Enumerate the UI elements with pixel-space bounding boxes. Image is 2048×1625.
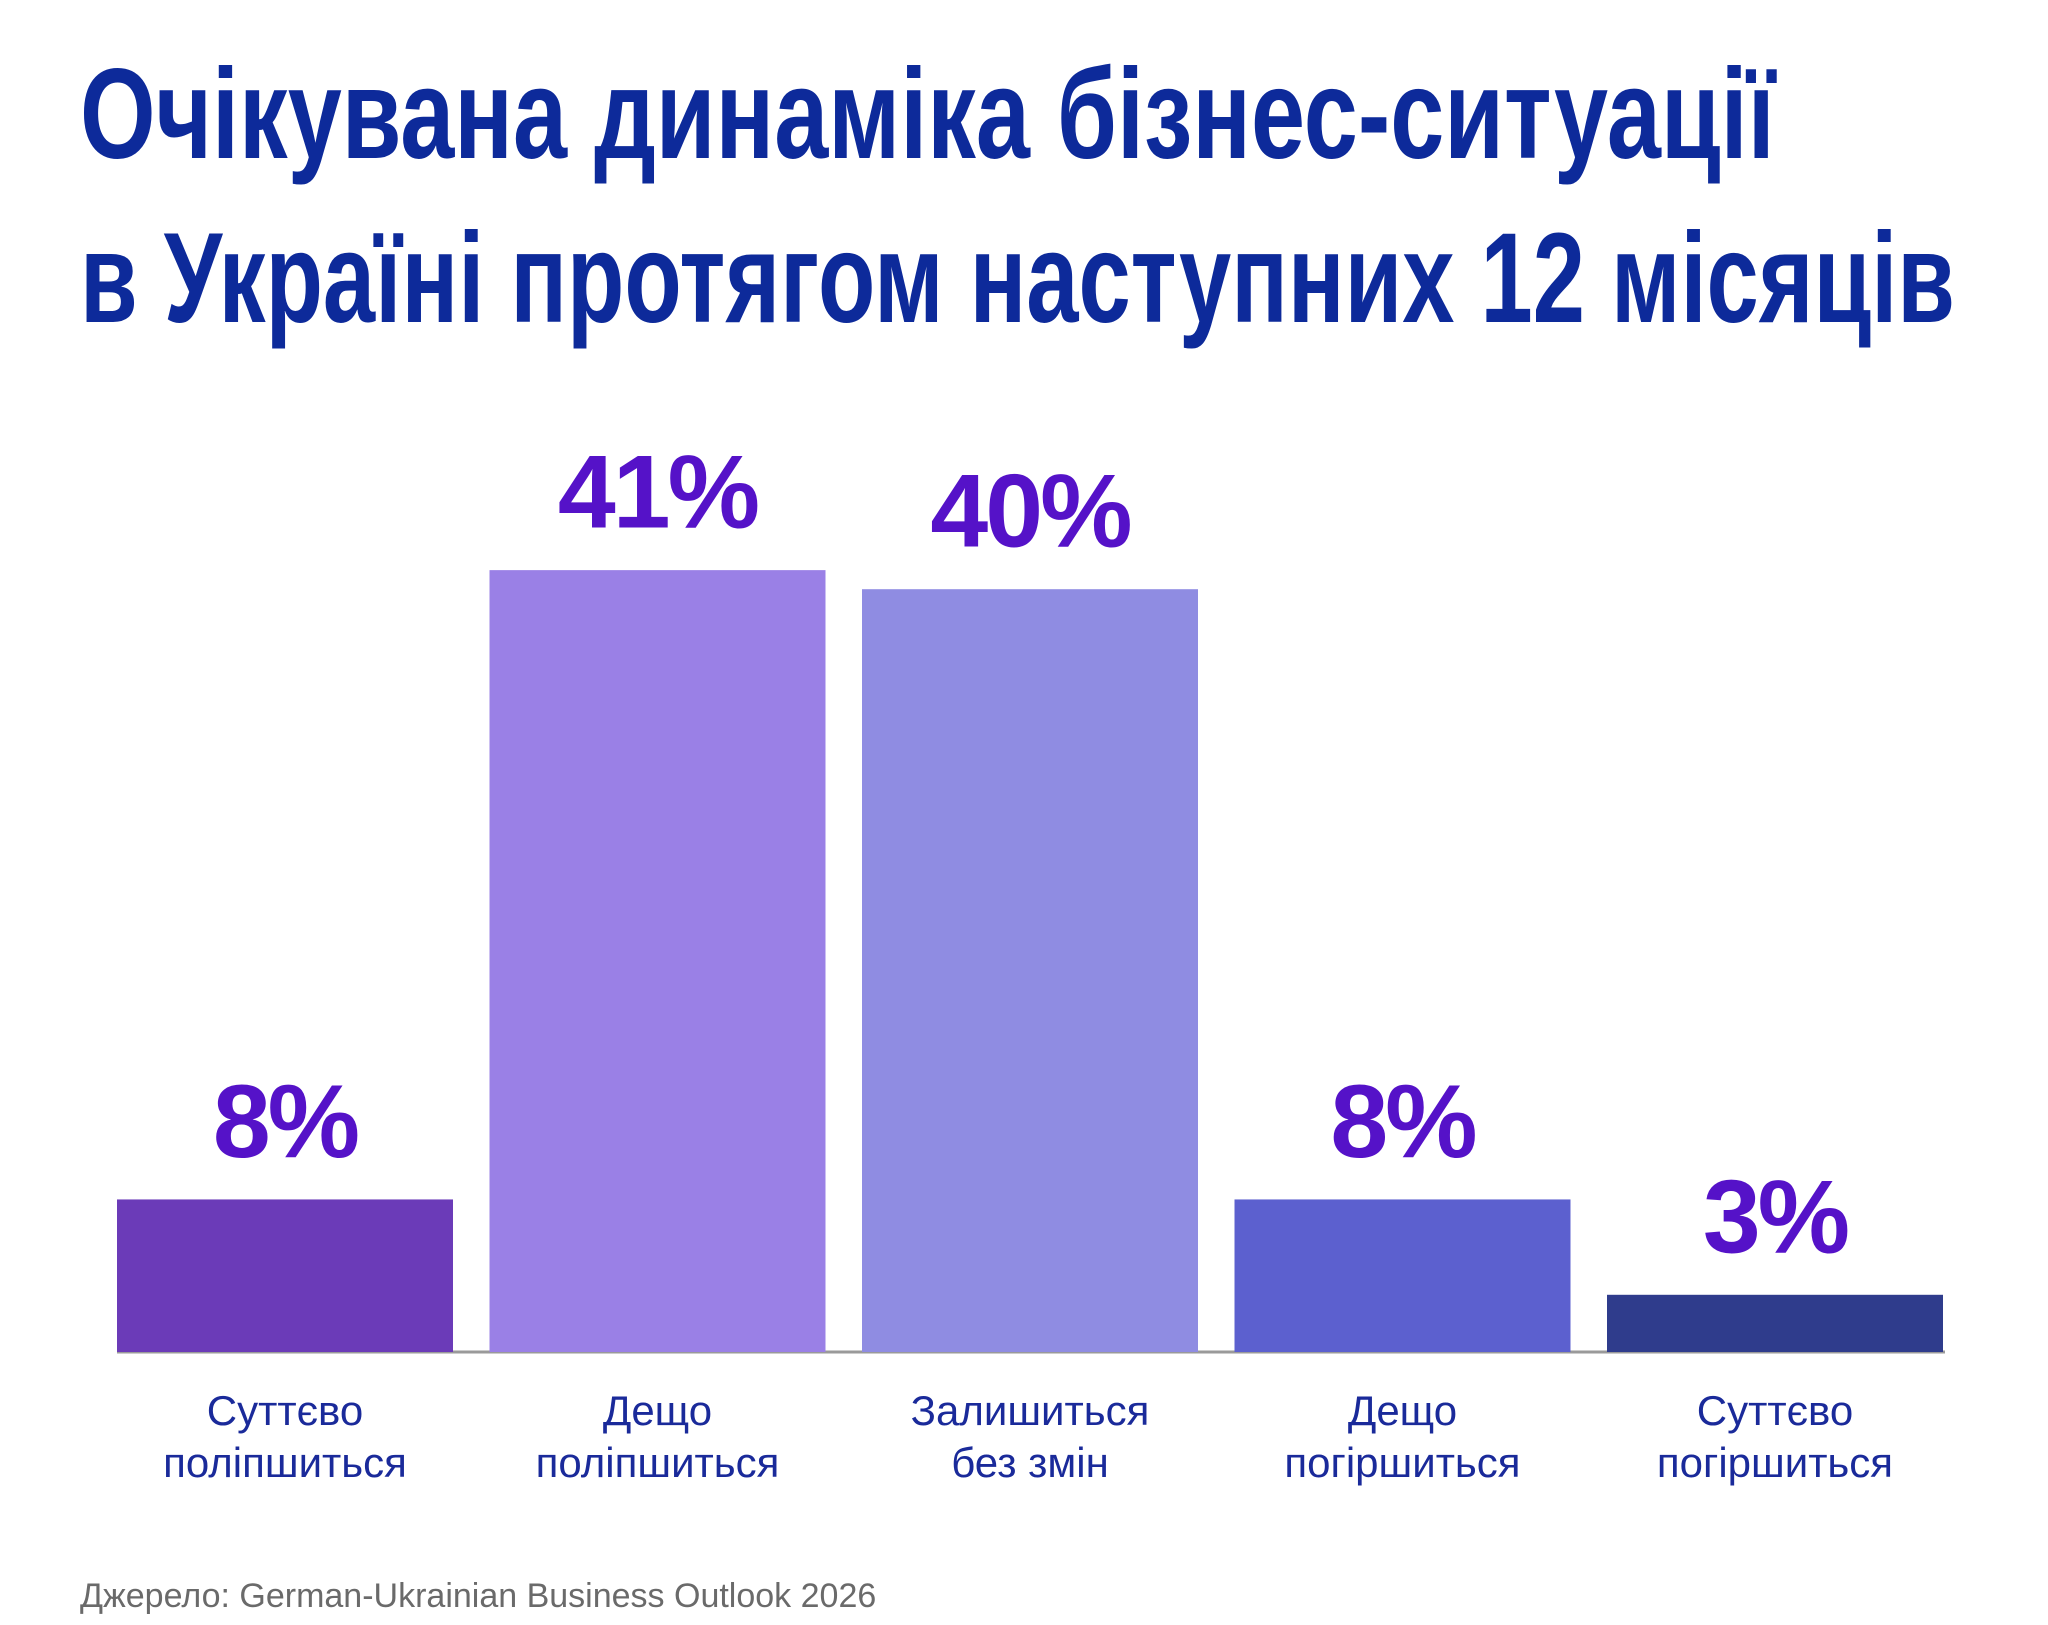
value-label: 41% xyxy=(558,435,758,551)
bar xyxy=(117,1199,453,1352)
bar xyxy=(1607,1294,1943,1352)
chart-title: в Україні протягом наступних 12 місяців xyxy=(80,207,1955,350)
value-label: 8% xyxy=(213,1064,358,1180)
x-tick-label: Дещо погіршиться xyxy=(1284,1387,1520,1486)
bar xyxy=(1234,1199,1571,1352)
value-label: 3% xyxy=(1703,1159,1848,1275)
bar xyxy=(862,589,1198,1352)
chart-title: Очікувана динаміка бізнес-ситуації xyxy=(80,43,1777,186)
value-label: 40% xyxy=(930,454,1130,570)
x-tick-label: Дещо поліпшиться xyxy=(536,1387,780,1486)
x-tick-label: Суттєво погіршиться xyxy=(1657,1387,1893,1486)
bar xyxy=(489,570,826,1352)
x-tick-label: Залишиться без змін xyxy=(911,1387,1150,1486)
x-tick-label: Суттєво поліпшиться xyxy=(163,1387,407,1486)
value-label: 8% xyxy=(1330,1064,1475,1180)
source: Джерело: German-Ukrainian Business Outlo… xyxy=(80,1577,876,1615)
